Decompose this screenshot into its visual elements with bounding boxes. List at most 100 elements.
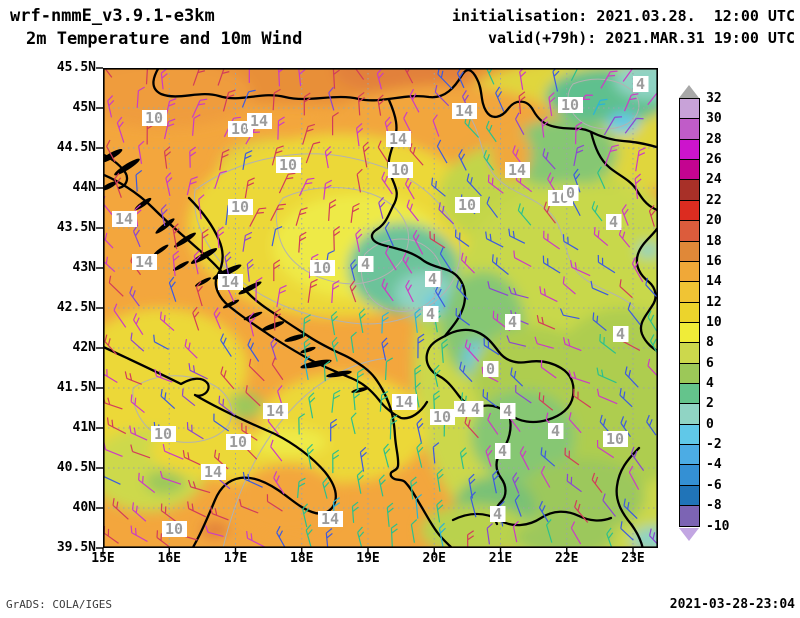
lat-tick-label: 45N <box>72 100 96 115</box>
lon-tick-label: 20E <box>422 551 446 566</box>
creation-timestamp: 2021-03-28-23:04 <box>669 597 795 612</box>
colorbar-tick-label: -10 <box>706 518 730 534</box>
colorbar-tick-label: 10 <box>706 314 722 330</box>
svg-text:10: 10 <box>165 520 183 538</box>
colorbar-segment <box>680 180 699 201</box>
svg-text:4: 4 <box>428 270 437 288</box>
lat-tick-label: 44.5N <box>56 140 96 155</box>
greece-border <box>615 446 644 548</box>
colorbar-segment <box>680 384 699 405</box>
svg-text:10: 10 <box>154 425 172 443</box>
colorbar-scale <box>679 98 700 527</box>
map-frame <box>96 67 659 555</box>
colorbar-segment <box>680 200 699 222</box>
colorbar-segment <box>680 160 699 181</box>
svg-text:14: 14 <box>395 393 413 411</box>
colorbar-tick-label: 6 <box>706 355 714 371</box>
lat-tick-label: 41.5N <box>56 380 96 395</box>
colorbar-segment <box>680 302 699 323</box>
svg-text:14: 14 <box>508 161 526 179</box>
svg-text:10: 10 <box>231 120 249 138</box>
colorbar-segment <box>680 506 699 526</box>
colorbar-segment <box>680 465 699 486</box>
svg-text:10: 10 <box>313 259 331 277</box>
colorbar-tick-label: 18 <box>706 233 722 249</box>
colorbar-tick-label: 24 <box>706 172 722 188</box>
drina-border <box>370 98 467 338</box>
colorbar-segment <box>680 99 699 120</box>
colorbar-tick-label: -6 <box>706 477 722 493</box>
svg-text:14: 14 <box>266 402 284 420</box>
colorbar-segment <box>680 445 699 466</box>
svg-text:4: 4 <box>503 402 512 420</box>
colorbar-tick-label: 4 <box>706 376 714 392</box>
svg-text:14: 14 <box>221 273 239 291</box>
svg-text:14: 14 <box>115 210 133 228</box>
valid-time-label: valid(+79h): 2021.MAR.31 19:00 UTC <box>487 29 795 47</box>
colorbar-tick-label: -2 <box>706 437 722 453</box>
lon-tick-label: 22E <box>555 551 579 566</box>
lon-tick-label: 18E <box>290 551 314 566</box>
svg-text:4: 4 <box>426 305 435 323</box>
colorbar-underflow-arrow <box>679 527 699 541</box>
colorbar-segment <box>680 485 699 507</box>
lat-tick-label: 44N <box>72 180 96 195</box>
svg-text:10: 10 <box>279 156 297 174</box>
svg-text:10: 10 <box>458 196 476 214</box>
colorbar-segment <box>680 221 699 242</box>
svg-text:14: 14 <box>204 463 222 481</box>
temperature-colorbar: 32 30 28 26 24 22 20 18 16 14 12 10 8 6 4 2 0 -2 -4 -6 -8 -10 <box>679 85 800 541</box>
lat-tick-label: 40N <box>72 500 96 515</box>
lon-tick-label: 16E <box>157 551 181 566</box>
colorbar-tick-label: 22 <box>706 192 722 208</box>
colorbar-segment <box>680 241 699 262</box>
lon-tick-label: 23E <box>621 551 645 566</box>
svg-text:10: 10 <box>229 433 247 451</box>
colorbar-tick-label: 28 <box>706 131 722 147</box>
plot-subtitle: 2m Temperature and 10m Wind <box>26 29 303 49</box>
colorbar-tick-label: 30 <box>706 111 722 127</box>
svg-text:4: 4 <box>471 400 480 418</box>
colorbar-tick-label: 2 <box>706 396 714 412</box>
colorbar-tick-label: 20 <box>706 213 722 229</box>
lat-tick-label: 43.5N <box>56 220 96 235</box>
lat-tick-label: 41N <box>72 420 96 435</box>
svg-text:10: 10 <box>606 430 624 448</box>
colorbar-segment <box>680 343 699 364</box>
svg-text:4: 4 <box>457 400 466 418</box>
colorbar-tick-label: 32 <box>706 91 722 106</box>
colorbar-tick-label: 0 <box>706 416 714 432</box>
grads-credit: GrADS: COLA/IGES <box>6 598 112 611</box>
svg-text:0: 0 <box>566 184 575 202</box>
lon-tick-label: 21E <box>488 551 513 566</box>
colorbar-segment <box>680 261 699 283</box>
svg-text:4: 4 <box>636 75 645 93</box>
svg-text:14: 14 <box>389 130 407 148</box>
colorbar-segment <box>680 322 699 344</box>
colorbar-tick-label: -8 <box>706 498 722 514</box>
colorbar-segment <box>680 119 699 140</box>
svg-text:4: 4 <box>616 325 625 343</box>
svg-text:4: 4 <box>498 442 507 460</box>
colorbar-segment <box>680 139 699 161</box>
italy-coastline <box>103 345 337 548</box>
svg-text:10: 10 <box>561 96 579 114</box>
coastlines-and-borders <box>103 68 658 548</box>
lon-tick-label: 17E <box>223 551 248 566</box>
svg-text:14: 14 <box>135 253 153 271</box>
lat-tick-label: 40.5N <box>56 460 96 475</box>
lat-tick-label: 45.5N <box>56 60 96 75</box>
svg-text:4: 4 <box>609 213 618 231</box>
lat-tick-label: 42N <box>72 340 96 355</box>
lat-tick-label: 42.5N <box>56 300 96 315</box>
adriatic-east-coastline <box>103 173 454 548</box>
svg-text:4: 4 <box>361 255 370 273</box>
svg-text:14: 14 <box>455 102 473 120</box>
lat-tick-label: 39.5N <box>56 540 96 555</box>
svg-text:10: 10 <box>433 408 451 426</box>
svg-text:4: 4 <box>493 505 502 523</box>
colorbar-segment <box>680 404 699 425</box>
svg-text:4: 4 <box>508 313 517 331</box>
